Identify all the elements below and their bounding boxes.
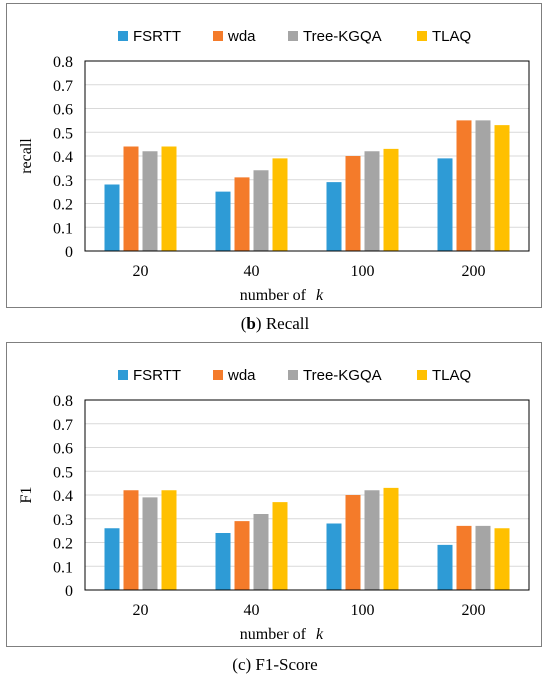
bar-fsrtt-40 xyxy=(215,191,231,251)
recall-caption-letter: b xyxy=(246,314,256,333)
y-tick-label: 0 xyxy=(65,583,73,600)
x-tick-label: 100 xyxy=(351,602,375,619)
f1-caption-text: F1-Score xyxy=(255,655,318,674)
recall-caption: (b) Recall xyxy=(240,314,310,333)
bar-tlaq-40 xyxy=(272,158,288,251)
legend-label-tree-kgqa: Tree-KGQA xyxy=(303,367,382,384)
x-tick-label: 40 xyxy=(244,263,260,280)
y-tick-label: 0.5 xyxy=(53,464,73,481)
y-tick-label: 0.6 xyxy=(53,441,73,458)
y-tick-label: 0.1 xyxy=(53,220,73,237)
legend-swatch-tree-kgqa xyxy=(288,370,298,380)
legend-label-wda: wda xyxy=(227,367,256,384)
bar-wda-20 xyxy=(123,146,139,251)
y-axis-label: recall xyxy=(18,138,35,174)
y-tick-label: 0.8 xyxy=(53,393,73,410)
bar-fsrtt-200 xyxy=(437,544,453,590)
y-tick-label: 0.4 xyxy=(53,149,73,166)
legend-swatch-fsrtt xyxy=(118,370,128,380)
bar-tlaq-200 xyxy=(494,528,510,590)
bar-tlaq-100 xyxy=(383,487,399,590)
bar-tree-kgqa-40 xyxy=(253,514,269,590)
bar-fsrtt-20 xyxy=(104,528,120,590)
y-tick-label: 0.2 xyxy=(53,197,73,214)
bar-tlaq-20 xyxy=(161,490,177,590)
legend-label-fsrtt: FSRTT xyxy=(133,367,181,384)
legend-label-tree-kgqa: Tree-KGQA xyxy=(303,28,382,45)
x-tick-label: 20 xyxy=(133,263,149,280)
x-axis-label: number of xyxy=(240,626,307,643)
y-tick-label: 0.6 xyxy=(53,102,73,119)
bar-wda-20 xyxy=(123,490,139,590)
legend-swatch-wda xyxy=(213,370,223,380)
y-tick-label: 0.3 xyxy=(53,512,73,529)
legend-swatch-tree-kgqa xyxy=(288,31,298,41)
bar-tlaq-20 xyxy=(161,146,177,251)
bar-fsrtt-100 xyxy=(326,523,342,590)
recall-chart: FSRTT wda Tree-KGQA TLAQ 0 0.1 0.2 0.3 0.4 0.5 0.6… xyxy=(18,28,530,304)
legend-label-tlaq: TLAQ xyxy=(432,367,471,384)
x-tick-label: 40 xyxy=(244,602,260,619)
bar-tree-kgqa-100 xyxy=(364,151,380,251)
legend-label-tlaq: TLAQ xyxy=(432,28,471,45)
y-tick-label: 0.1 xyxy=(53,559,73,576)
bar-tlaq-200 xyxy=(494,125,510,251)
bar-tree-kgqa-40 xyxy=(253,170,269,251)
bar-tree-kgqa-200 xyxy=(475,120,491,251)
bar-wda-40 xyxy=(234,177,250,251)
y-tick-label: 0.5 xyxy=(53,125,73,142)
x-axis-label: number of xyxy=(240,287,307,304)
bar-tree-kgqa-200 xyxy=(475,525,491,590)
bar-fsrtt-20 xyxy=(104,184,120,251)
x-tick-label: 200 xyxy=(462,602,486,619)
y-tick-label: 0.3 xyxy=(53,173,73,190)
x-axis-variable: k xyxy=(316,287,324,304)
f1-caption-letter: c xyxy=(237,655,246,674)
f1-chart: FSRTT wda Tree-KGQA TLAQ 0 0.1 0.2 0.3 0.4 0.5 0.6… xyxy=(18,367,530,643)
y-tick-label: 0.8 xyxy=(53,54,73,71)
legend-swatch-fsrtt xyxy=(118,31,128,41)
f1-caption: (c) F1-Score xyxy=(232,655,318,674)
bar-wda-200 xyxy=(456,120,472,251)
bar-wda-100 xyxy=(345,156,361,251)
x-axis-variable: k xyxy=(316,626,324,643)
x-tick-label: 20 xyxy=(133,602,149,619)
legend-swatch-tlaq xyxy=(417,370,427,380)
y-tick-label: 0.7 xyxy=(53,417,73,434)
bar-tree-kgqa-100 xyxy=(364,490,380,590)
bar-tlaq-100 xyxy=(383,148,399,251)
y-axis-label: F1 xyxy=(18,487,35,504)
bar-fsrtt-200 xyxy=(437,158,453,251)
bar-wda-200 xyxy=(456,525,472,590)
legend-label-fsrtt: FSRTT xyxy=(133,28,181,45)
bar-wda-100 xyxy=(345,495,361,590)
f1-chart-panel: FSRTT wda Tree-KGQA TLAQ 0 0.1 0.2 0.3 0.4 0.5 0.6… xyxy=(6,342,542,647)
y-tick-label: 0.2 xyxy=(53,536,73,553)
legend-label-wda: wda xyxy=(227,28,256,45)
x-tick-label: 100 xyxy=(351,263,375,280)
y-tick-label: 0 xyxy=(65,244,73,261)
y-tick-label: 0.4 xyxy=(53,488,73,505)
x-tick-label: 200 xyxy=(462,263,486,280)
bar-fsrtt-40 xyxy=(215,533,231,590)
bar-tree-kgqa-20 xyxy=(142,497,158,590)
bar-tree-kgqa-20 xyxy=(142,151,158,251)
recall-caption-text: Recall xyxy=(265,314,310,333)
recall-chart-panel: FSRTT wda Tree-KGQA TLAQ 0 0.1 0.2 0.3 0.4 0.5 0.6… xyxy=(6,3,542,308)
legend-swatch-wda xyxy=(213,31,223,41)
y-tick-label: 0.7 xyxy=(53,78,73,95)
bar-fsrtt-100 xyxy=(326,182,342,251)
bar-tlaq-40 xyxy=(272,502,288,590)
plot-frame xyxy=(84,60,530,252)
plot-frame xyxy=(84,399,530,591)
legend-swatch-tlaq xyxy=(417,31,427,41)
bar-wda-40 xyxy=(234,521,250,590)
